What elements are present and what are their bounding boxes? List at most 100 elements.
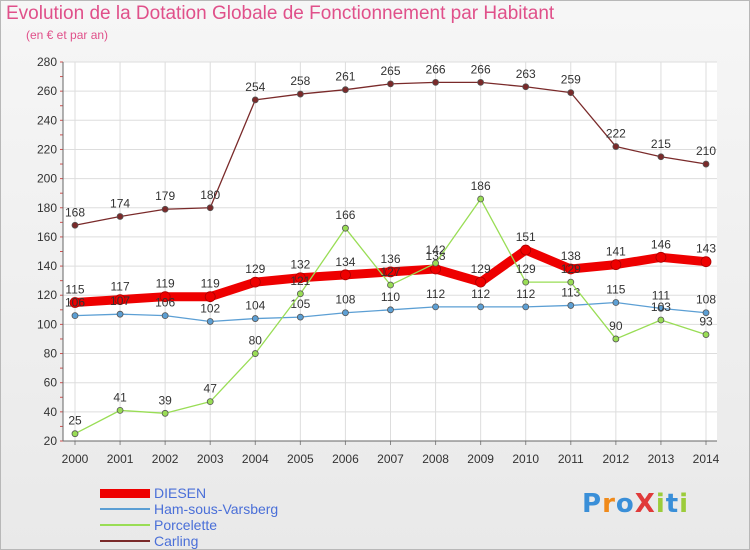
data-point-diesen — [159, 291, 171, 303]
data-label-carling: 265 — [380, 64, 400, 78]
legend-swatch-porcelette — [100, 524, 150, 526]
data-label-porcelette: 41 — [113, 390, 127, 404]
x-tick-label: 2008 — [422, 452, 449, 466]
data-point-carling — [702, 160, 710, 168]
legend-label-porcelette: Porcelette — [154, 517, 218, 533]
data-point-ham-sous-varsberg — [612, 299, 620, 306]
logo-letter: t — [665, 489, 680, 519]
data-label-ham-sous-varsberg: 108 — [335, 293, 355, 307]
x-tick-label: 2004 — [242, 452, 269, 466]
y-tick-label: 160 — [37, 230, 57, 244]
data-label-porcelette: 103 — [651, 300, 671, 314]
data-label-ham-sous-varsberg: 112 — [471, 287, 490, 301]
data-point-diesen — [520, 244, 532, 256]
data-point-carling — [477, 79, 485, 86]
data-point-porcelette — [657, 316, 665, 324]
x-tick-label: 2013 — [648, 452, 675, 466]
data-point-diesen — [565, 263, 577, 275]
data-point-ham-sous-varsberg — [342, 309, 349, 317]
data-label-porcelette: 47 — [204, 382, 218, 396]
data-label-carling: 266 — [426, 62, 446, 76]
data-point-ham-sous-varsberg — [116, 310, 124, 318]
x-tick-label: 2012 — [603, 452, 630, 466]
data-label-ham-sous-varsberg: 112 — [426, 287, 445, 301]
data-point-porcelette — [432, 259, 439, 267]
data-label-carling: 263 — [516, 67, 536, 81]
data-label-carling: 261 — [335, 70, 355, 84]
data-point-carling — [342, 86, 349, 94]
y-tick-label: 120 — [37, 288, 57, 302]
data-label-carling: 222 — [606, 127, 626, 141]
data-label-ham-sous-varsberg: 105 — [290, 297, 310, 311]
data-point-carling — [612, 143, 620, 150]
legend-swatch-ham-sous-varsberg — [100, 508, 150, 510]
data-point-ham-sous-varsberg — [161, 312, 169, 320]
data-point-porcelette — [612, 335, 620, 343]
data-point-carling — [432, 79, 439, 86]
data-point-carling — [567, 89, 575, 97]
data-point-ham-sous-varsberg — [522, 303, 530, 311]
data-label-porcelette: 129 — [516, 262, 536, 276]
data-point-diesen — [610, 259, 622, 271]
data-label-ham-sous-varsberg: 102 — [200, 301, 220, 315]
data-label-porcelette: 129 — [561, 262, 581, 276]
data-label-porcelette: 142 — [426, 243, 446, 257]
x-tick-label: 2005 — [287, 452, 314, 466]
data-point-diesen — [700, 256, 712, 268]
data-point-ham-sous-varsberg — [206, 318, 214, 325]
y-tick-label: 80 — [44, 347, 58, 361]
y-tick-label: 180 — [37, 201, 57, 215]
data-point-carling — [522, 83, 530, 91]
data-point-porcelette — [251, 350, 259, 357]
x-tick-label: 2003 — [197, 452, 224, 466]
data-label-porcelette: 127 — [380, 265, 400, 279]
data-label-diesen: 138 — [426, 249, 446, 263]
y-tick-label: 280 — [37, 55, 57, 69]
data-label-carling: 210 — [696, 144, 716, 158]
legend-swatch-diesen — [100, 489, 150, 498]
x-tick-label: 2007 — [377, 452, 404, 466]
data-point-diesen — [655, 251, 667, 263]
data-label-diesen: 132 — [290, 258, 310, 272]
data-point-porcelette — [161, 409, 169, 417]
data-label-ham-sous-varsberg: 106 — [155, 296, 175, 310]
data-point-porcelette — [522, 278, 530, 286]
x-tick-label: 2006 — [332, 452, 359, 466]
data-point-porcelette — [387, 281, 394, 289]
data-label-ham-sous-varsberg: 111 — [652, 288, 671, 302]
data-label-carling: 180 — [200, 188, 220, 202]
data-point-carling — [161, 205, 169, 213]
chart-subtitle: (en € et par an) — [26, 28, 109, 42]
logo-letter: P — [582, 489, 603, 519]
data-label-ham-sous-varsberg: 106 — [65, 296, 85, 310]
data-label-diesen: 129 — [471, 262, 491, 276]
data-point-carling — [657, 153, 665, 161]
data-label-diesen: 115 — [65, 283, 84, 297]
data-label-porcelette: 186 — [471, 179, 491, 193]
chart-title: Evolution de la Dotation Globale de Fonc… — [6, 3, 555, 24]
data-point-carling — [251, 96, 259, 104]
data-label-diesen: 134 — [335, 255, 355, 269]
data-label-diesen: 146 — [651, 237, 671, 251]
data-label-diesen: 119 — [201, 277, 220, 291]
data-point-carling — [387, 80, 394, 88]
x-tick-label: 2009 — [467, 452, 494, 466]
x-tick-label: 2000 — [62, 452, 89, 466]
y-tick-label: 40 — [44, 405, 58, 419]
data-label-ham-sous-varsberg: 115 — [606, 283, 625, 297]
data-label-ham-sous-varsberg: 112 — [516, 287, 535, 301]
logo-letter: r — [602, 489, 616, 519]
data-point-carling — [296, 90, 304, 98]
data-label-carling: 266 — [471, 62, 491, 76]
x-tick-label: 2002 — [152, 452, 179, 466]
data-label-carling: 179 — [155, 189, 175, 203]
data-label-carling: 259 — [561, 73, 581, 87]
y-tick-label: 100 — [37, 317, 57, 331]
data-point-diesen — [204, 291, 216, 303]
data-label-diesen: 141 — [606, 245, 626, 259]
data-point-ham-sous-varsberg — [71, 312, 79, 320]
data-point-diesen — [385, 266, 396, 278]
data-point-diesen — [475, 276, 487, 288]
data-point-ham-sous-varsberg — [251, 315, 259, 322]
